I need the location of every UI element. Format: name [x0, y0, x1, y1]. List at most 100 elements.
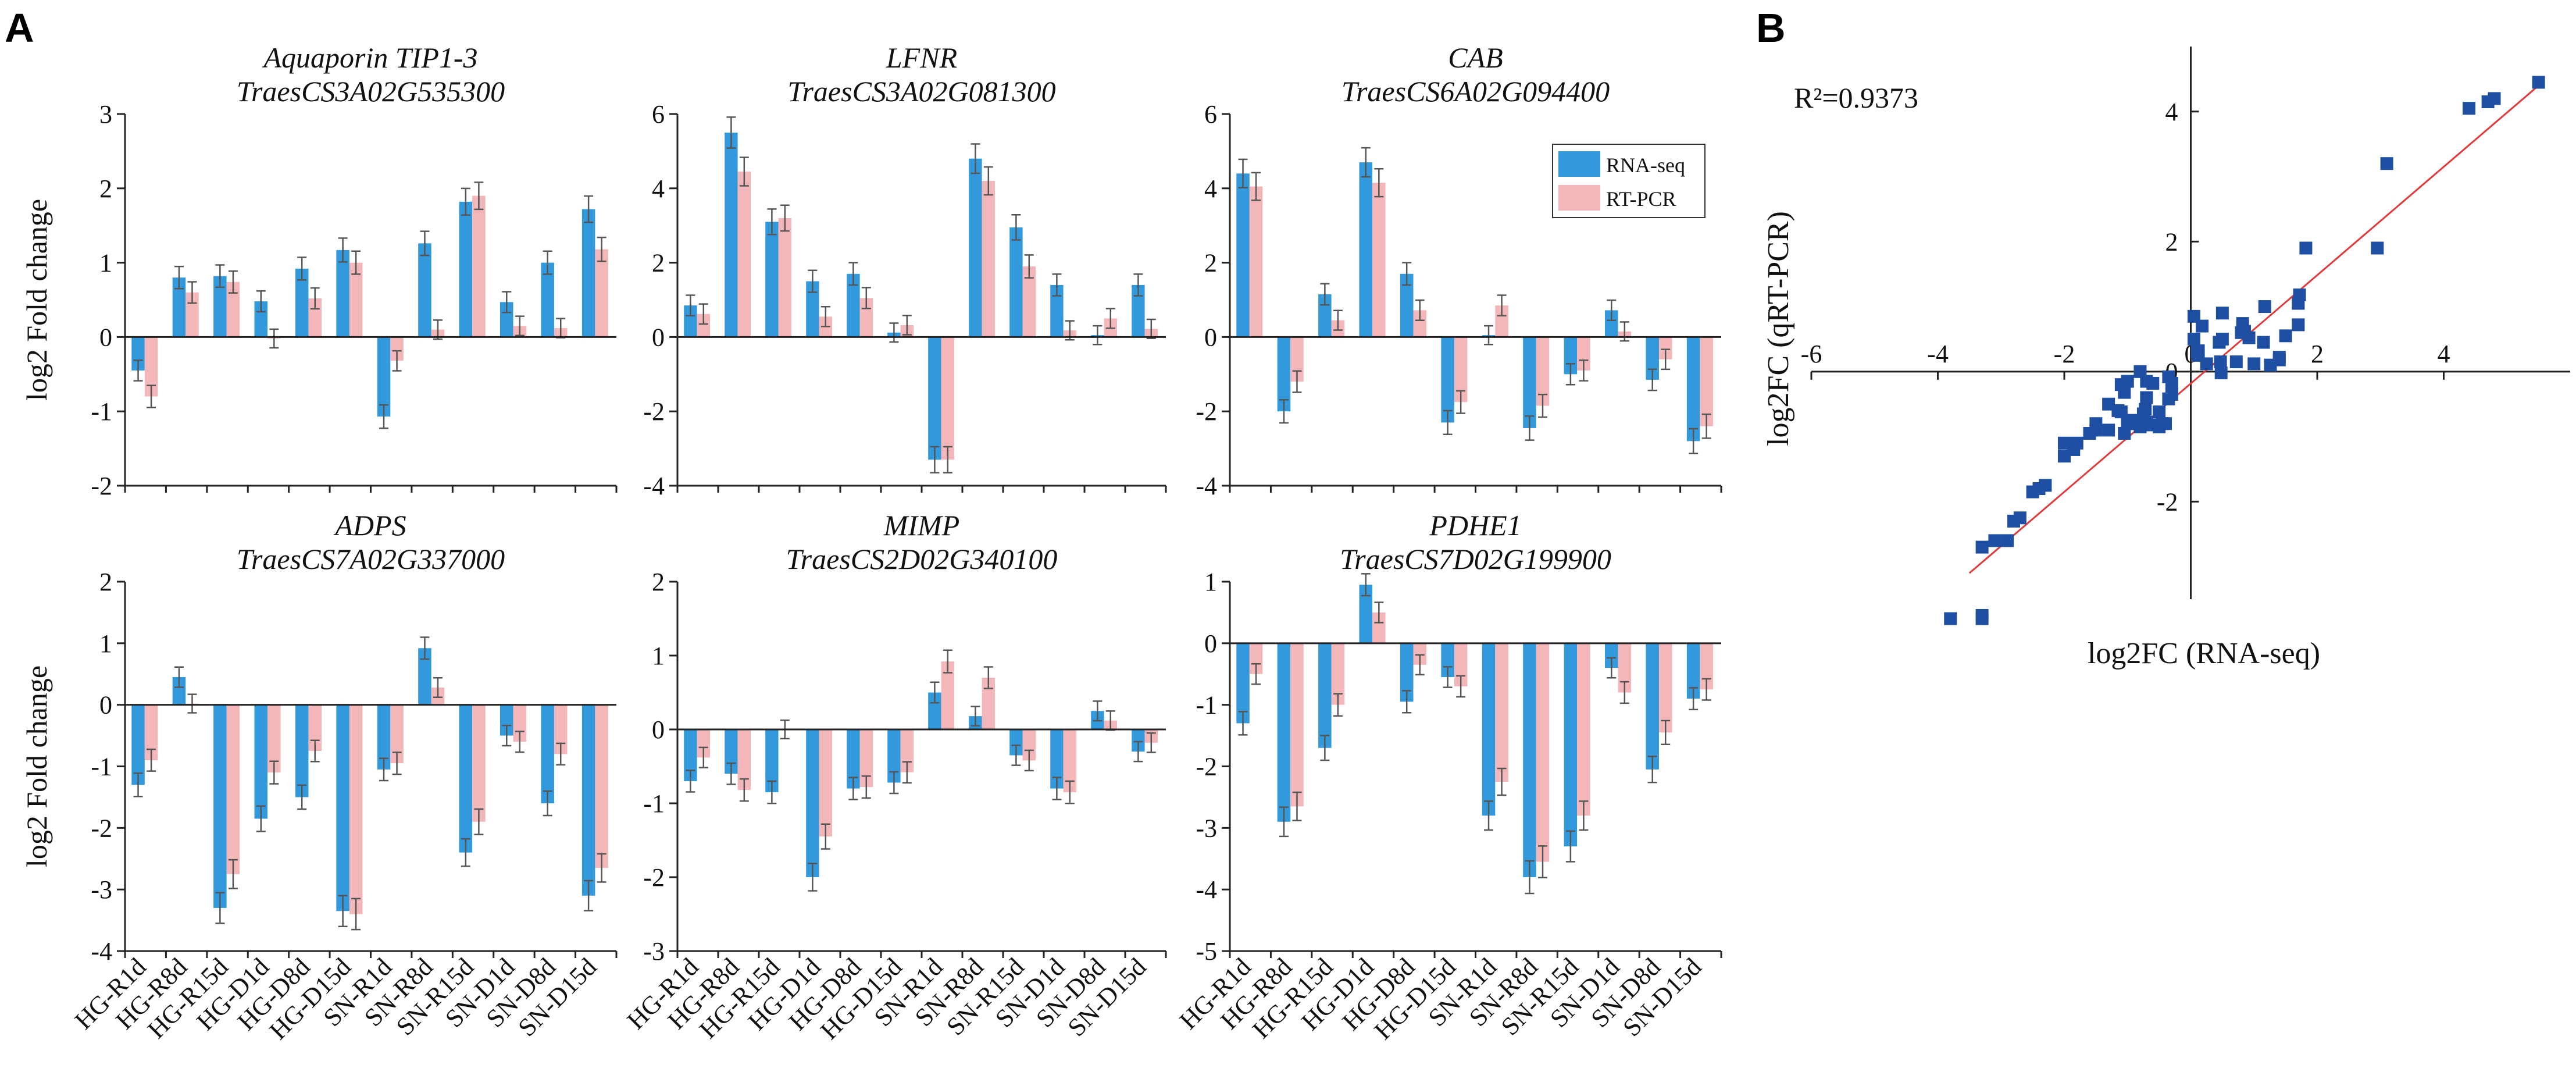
bar-rt-pcr: [941, 337, 954, 460]
y-tick-label: -1: [91, 397, 112, 426]
bar-rna-seq: [847, 729, 860, 789]
bar-rna-seq: [1686, 643, 1700, 699]
bar-rna-seq: [254, 704, 268, 819]
bar-rna-seq: [1050, 729, 1064, 789]
scatter-x-tick-label: 2: [2311, 340, 2324, 368]
legend-label-rt-pcr: RT-PCR: [1606, 187, 1676, 211]
bar-rna-seq: [1523, 337, 1536, 428]
scatter-point: [2118, 427, 2131, 440]
chart-title: MIMP: [883, 509, 960, 542]
scatter-point: [2214, 366, 2228, 380]
scatter-point: [2139, 403, 2152, 416]
y-tick-label: -4: [1196, 875, 1217, 904]
bar-rna-seq: [1686, 337, 1700, 441]
y-tick-label: 0: [652, 323, 665, 351]
scatter-point: [2153, 405, 2166, 419]
chart-subtitle: TraesCS6A02G094400: [1341, 75, 1610, 108]
y-tick-label: 2: [1204, 249, 1217, 277]
scatter-x-axis-label: log2FC (RNA-seq): [2088, 637, 2320, 670]
scatter-point: [2215, 332, 2229, 346]
bar-rna-seq: [295, 268, 309, 337]
scatter-point: [2247, 357, 2261, 371]
scatter-point: [2140, 375, 2153, 388]
bar-rt-pcr: [513, 704, 527, 742]
scatter-point: [2039, 479, 2052, 492]
y-tick-label: -4: [91, 937, 112, 966]
bar-rt-pcr: [1290, 643, 1304, 807]
bar-rt-pcr: [859, 729, 873, 788]
scatter-point: [2013, 511, 2026, 525]
bar-rt-pcr: [1331, 643, 1345, 705]
y-tick-label: 2: [652, 249, 665, 277]
bar-rna-seq: [418, 243, 431, 337]
y-tick-label: 1: [99, 629, 112, 658]
bar-rt-pcr: [349, 262, 363, 337]
y-tick-label: -3: [643, 937, 665, 966]
y-tick-label: -2: [643, 397, 665, 426]
scatter-point: [1988, 534, 2001, 547]
bar-rna-seq: [1605, 310, 1618, 337]
panel-label-a: A: [5, 5, 34, 51]
scatter-y-tick-label: -2: [2157, 487, 2178, 516]
bar-rt-pcr: [308, 704, 322, 752]
bar-rt-pcr: [1454, 337, 1468, 403]
scatter-point: [2187, 309, 2200, 323]
bar-rna-seq: [377, 704, 391, 770]
bar-rna-seq: [295, 704, 309, 797]
y-tick-label: -3: [1196, 814, 1217, 842]
y-tick-label: -1: [91, 753, 112, 781]
bar-rt-pcr: [1700, 643, 1713, 690]
y-tick-label: 2: [99, 175, 112, 203]
scatter-point: [2279, 329, 2292, 343]
bar-rt-pcr: [595, 704, 608, 868]
bar-rna-seq: [1564, 337, 1578, 375]
bar-rna-seq: [1236, 173, 1250, 337]
bar-rna-seq: [1523, 643, 1536, 877]
bar-rt-pcr: [1022, 266, 1036, 337]
bar-rt-pcr: [697, 729, 710, 758]
bar-rt-pcr: [349, 704, 363, 914]
y-axis-label: log2 Fold change: [20, 199, 53, 401]
y-tick-label: 1: [99, 249, 112, 277]
bar-rna-seq: [1318, 643, 1332, 748]
bar-rna-seq: [131, 704, 145, 785]
scatter-point: [2532, 76, 2545, 89]
bar-rt-pcr: [1249, 643, 1263, 674]
bar-rt-pcr: [1372, 183, 1386, 337]
r-squared-annotation: R²=0.9373: [1794, 81, 1918, 114]
bar-rna-seq: [500, 302, 513, 337]
bar-rna-seq: [1605, 643, 1618, 668]
bar-rna-seq: [459, 704, 473, 853]
y-tick-label: -3: [91, 875, 112, 904]
bar-rt-pcr: [226, 282, 240, 337]
bar-rna-seq: [887, 729, 901, 783]
scatter-point: [2299, 241, 2313, 255]
chart-subtitle: TraesCS7D02G199900: [1340, 543, 1611, 575]
scatter-point: [2293, 288, 2306, 301]
scatter-point: [2111, 404, 2125, 417]
scatter-point: [2371, 241, 2384, 255]
bar-rt-pcr: [1700, 337, 1713, 426]
bar-rt-pcr: [1536, 643, 1550, 862]
y-tick-label: -1: [1196, 691, 1217, 720]
y-tick-label: 6: [1204, 100, 1217, 129]
scatter-point: [2070, 436, 2083, 450]
bar-rt-pcr: [472, 704, 486, 822]
scatter-x-tick-label: -4: [1927, 340, 1949, 368]
bar-rna-seq: [928, 692, 941, 729]
regression-line: [1968, 84, 2539, 574]
scatter-point: [2159, 417, 2172, 430]
scatter-point: [2200, 357, 2213, 371]
bar-chart-5: MIMPTraesCS2D02G340100-3-2-1012HG-R1dHG-…: [622, 509, 1167, 1045]
bar-rna-seq: [254, 301, 268, 337]
bar-rt-pcr: [982, 678, 995, 729]
y-tick-label: 3: [99, 100, 112, 129]
bar-rt-pcr: [1372, 612, 1386, 643]
bar-rna-seq: [1132, 284, 1145, 337]
bar-rt-pcr: [308, 298, 322, 337]
bar-rna-seq: [581, 704, 595, 896]
